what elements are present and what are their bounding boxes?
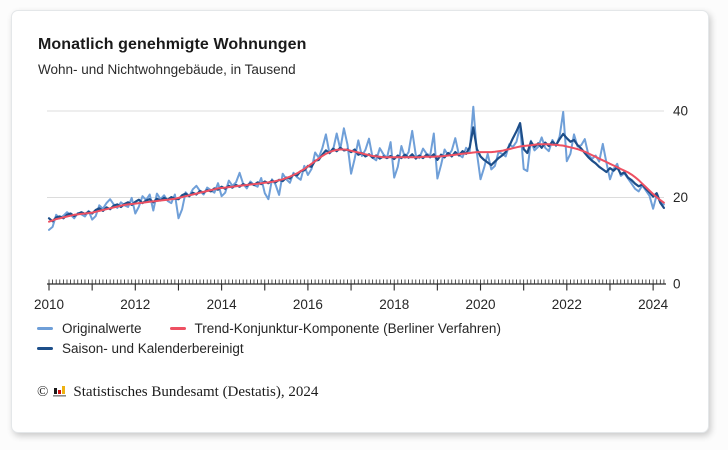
svg-text:2024: 2024 <box>638 297 669 312</box>
page-subtitle: Wohn- und Nichtwohngebäude, in Tausend <box>38 62 296 77</box>
legend-item-trend: Trend-Konjunktur-Komponente (Berliner Ve… <box>169 321 501 336</box>
copyright-text: Statistisches Bundesamt (Destatis), 2024 <box>73 383 319 400</box>
legend-row: Saison- und Kalenderbereinigt <box>37 341 501 356</box>
svg-text:2022: 2022 <box>552 297 582 312</box>
legend-label: Trend-Konjunktur-Komponente (Berliner Ve… <box>194 321 501 336</box>
legend-item-originalwerte: Originalwerte <box>37 321 142 336</box>
legend-label: Originalwerte <box>62 321 142 336</box>
originalwerte-line-swatch-icon <box>37 327 53 330</box>
svg-text:20: 20 <box>673 190 688 205</box>
trend-line-swatch-icon <box>169 327 186 330</box>
svg-text:2012: 2012 <box>120 297 150 312</box>
svg-text:2016: 2016 <box>293 297 323 312</box>
chart-card: Monatlich genehmigte Wohnungen Wohn- und… <box>11 10 709 433</box>
saisonbereinigt-line-swatch-icon <box>37 347 53 350</box>
chart-legend: Originalwerte Trend-Konjunktur-Komponent… <box>37 321 501 356</box>
chart-canvas: 2010 2012 2014 2016 2018 2020 2022 2024 0 20 40 <box>34 104 688 313</box>
page-title: Monatlich genehmigte Wohnungen <box>38 36 307 53</box>
line-chart: 2010 2012 2014 2016 2018 2020 2022 2024 0 20 40 <box>12 91 710 319</box>
legend-item-saisonbereinigt: Saison- und Kalenderbereinigt <box>37 341 244 356</box>
svg-text:2014: 2014 <box>207 297 238 312</box>
legend-row: Originalwerte Trend-Konjunktur-Komponent… <box>37 321 501 336</box>
svg-text:2018: 2018 <box>379 297 409 312</box>
svg-text:2010: 2010 <box>34 297 64 312</box>
svg-text:2020: 2020 <box>465 297 495 312</box>
svg-text:40: 40 <box>673 104 688 119</box>
copyright-symbol: © <box>37 383 49 400</box>
copyright-footer: © Statistisches Bundesamt (Destatis), 20… <box>37 383 318 401</box>
legend-label: Saison- und Kalenderbereinigt <box>62 341 244 356</box>
svg-text:0: 0 <box>673 277 681 292</box>
destatis-bar-chart-logo-icon <box>53 384 67 402</box>
